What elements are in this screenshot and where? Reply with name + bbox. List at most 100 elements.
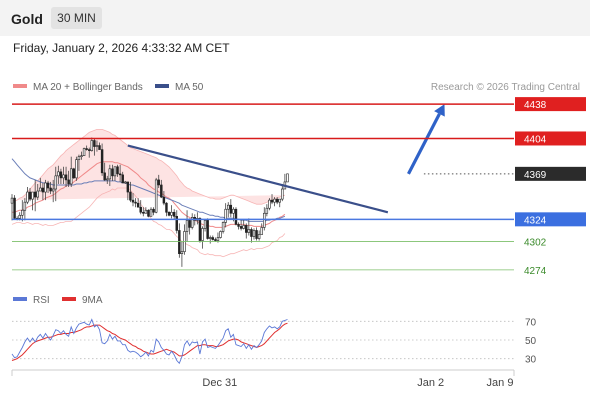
candle-body <box>268 199 271 209</box>
candle <box>136 198 140 208</box>
candle <box>172 209 176 220</box>
candle-body <box>278 198 281 203</box>
candle <box>28 188 32 202</box>
candle-body <box>234 208 238 225</box>
candle-body <box>232 208 235 214</box>
candle <box>62 166 65 184</box>
candle-body <box>23 201 27 211</box>
candle-body <box>106 178 109 181</box>
candle-body <box>160 184 163 198</box>
candle-body <box>82 148 86 156</box>
candle <box>54 166 57 202</box>
candle <box>85 145 88 151</box>
x-axis: Dec 31 Jan 2 Jan 9 <box>202 377 513 389</box>
candle <box>221 221 225 234</box>
candle <box>57 165 60 184</box>
candle <box>203 219 207 232</box>
candle <box>108 164 112 186</box>
level-price-label: 4404 <box>524 134 547 145</box>
candle-body <box>198 218 202 241</box>
candle-body <box>167 211 171 216</box>
candle <box>124 180 127 184</box>
candle-body <box>270 199 274 203</box>
candle <box>206 218 209 240</box>
candle <box>134 198 137 208</box>
candle <box>162 191 166 206</box>
candle-body <box>134 201 137 204</box>
candle <box>180 241 184 267</box>
candle-body <box>180 251 184 254</box>
candle <box>229 199 233 218</box>
candle-body <box>21 209 24 216</box>
candle-body <box>178 230 181 254</box>
candle <box>175 210 178 234</box>
legend-ma50-label: MA 50 <box>175 82 204 93</box>
forecast-arrow-shaft <box>407 113 441 175</box>
candle <box>36 183 39 201</box>
candle-body <box>72 168 76 179</box>
candle <box>196 212 199 225</box>
candle-body <box>265 207 269 214</box>
rsi-legend: RSI 9MA <box>13 295 103 306</box>
candle-body <box>219 231 222 238</box>
candle-body <box>185 220 189 232</box>
candle <box>59 168 63 184</box>
candle-body <box>33 191 37 198</box>
candle-body <box>221 222 225 232</box>
candle <box>26 186 29 205</box>
candle-body <box>255 230 258 239</box>
level-price-label: 4302 <box>524 238 547 249</box>
candle-body <box>75 159 78 179</box>
candle <box>234 207 238 226</box>
candle-body <box>41 187 45 193</box>
price-levels: 4438 4404 4369 4324 4302 4274 <box>12 97 586 277</box>
candle <box>255 227 258 241</box>
candle-body <box>229 204 233 214</box>
candle-body <box>190 217 194 228</box>
candle-body <box>95 145 99 147</box>
candle-body <box>131 199 135 203</box>
candle-body <box>188 220 191 228</box>
candle-body <box>203 220 207 229</box>
candle <box>152 207 155 216</box>
candle <box>131 193 135 207</box>
candle-body <box>227 204 230 210</box>
candle-body <box>154 179 158 213</box>
candle <box>270 194 274 205</box>
candle <box>103 162 106 181</box>
candle-body <box>149 208 153 217</box>
x-tick-label: Jan 9 <box>487 377 514 389</box>
candle <box>31 191 34 211</box>
timeframe-badge[interactable]: 30 MIN <box>51 7 102 29</box>
candle-body <box>136 202 140 208</box>
candle <box>214 237 217 242</box>
candle-body <box>162 196 166 204</box>
candle-body <box>36 190 39 198</box>
candle-body <box>250 229 253 237</box>
rsi-tick-label: 50 <box>525 336 537 347</box>
candle <box>77 154 81 171</box>
candle <box>46 180 50 194</box>
candle-body <box>263 212 266 228</box>
candle <box>219 230 222 239</box>
candle-body <box>245 225 248 233</box>
candle <box>51 179 55 203</box>
candle <box>185 210 189 242</box>
candle-body <box>214 239 217 241</box>
candle <box>286 173 289 183</box>
candle-body <box>85 148 88 150</box>
candle <box>41 182 45 201</box>
candle <box>139 200 142 215</box>
candle-body <box>90 140 94 151</box>
candle-body <box>209 237 212 239</box>
candle <box>268 198 271 211</box>
candle <box>154 177 158 214</box>
candle <box>278 198 281 208</box>
main-plot <box>10 104 445 267</box>
candle <box>106 175 109 184</box>
candle <box>98 142 101 150</box>
main-legend: MA 20 + Bollinger Bands MA 50 Research ©… <box>13 82 580 93</box>
candle-body <box>111 168 114 177</box>
rsi-9ma-line <box>11 322 288 361</box>
